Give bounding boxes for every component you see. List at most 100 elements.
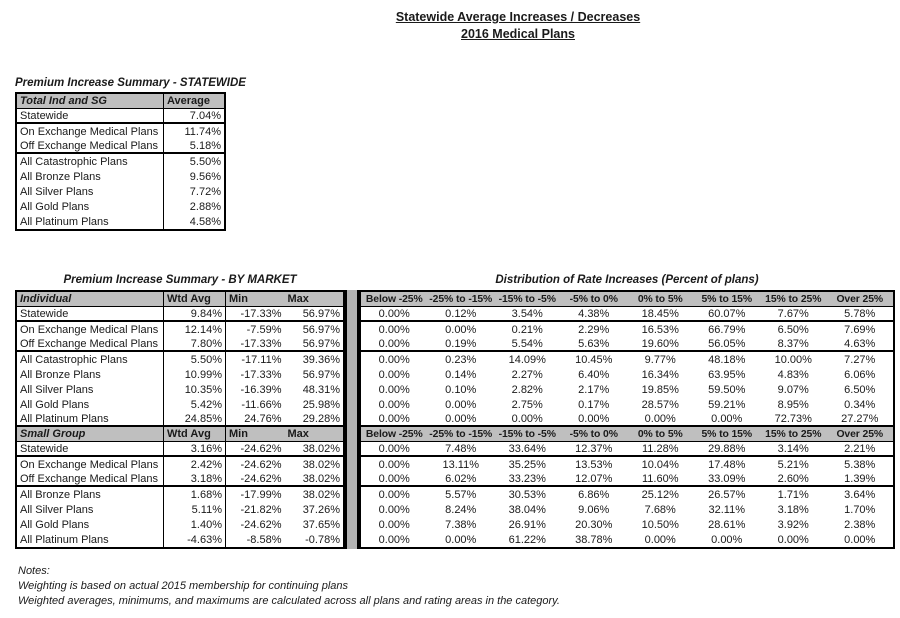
dist-value-cell: 63.95% <box>708 368 746 381</box>
row-value-cell: 7.72% <box>163 184 224 199</box>
dist-value-cell: 11.60% <box>642 472 679 485</box>
dist-value-cell: 4.83% <box>777 368 809 381</box>
max-cell: 38.02% <box>302 458 340 471</box>
dist-value-cell: 2.82% <box>511 383 543 396</box>
dist-value-cell: 0.00% <box>378 472 410 485</box>
wtd-avg-cell: 3.16% <box>163 442 225 455</box>
dist-data-row: 0.00% 0.00% 0.00% 0.00% 0.00% 0.00% 72.73% 27.2… <box>361 412 893 427</box>
max-cell: 56.97% <box>302 323 340 336</box>
row-value-cell: 9.56% <box>163 169 224 184</box>
notes-heading: Notes: <box>18 565 50 577</box>
dist-value-cell: 2.60% <box>777 472 809 485</box>
label-cell: On Exchange Medical Plans <box>20 323 159 336</box>
dist-value-cell: 0.23% <box>445 353 477 366</box>
statewide-summary-table: Total Ind and SG Average Statewide 7.04% On … <box>15 92 226 231</box>
min-max-cell: -17.33% 56.97% <box>225 337 343 350</box>
dist-value-cell: 7.67% <box>777 307 809 320</box>
table-divider-bar <box>345 290 359 549</box>
dist-value-cell: 38.78% <box>575 533 613 546</box>
row-value-cell: 7.04% <box>163 109 224 122</box>
dist-value-cell: 0.00% <box>378 518 410 531</box>
dist-data-row: 0.00% 0.00% 2.75% 0.17% 28.57% 59.21% 8.95% 0.3… <box>361 397 893 412</box>
min-max-header-cell: Min Max <box>225 292 343 306</box>
dist-value-cell: 1.71% <box>777 488 809 501</box>
dist-value-cell: 4.38% <box>578 307 610 320</box>
table-row: Statewide 7.04% <box>17 109 224 124</box>
dist-value-cell: 0.00% <box>378 533 410 546</box>
table-row: Off Exchange Medical Plans 5.18% <box>17 139 224 154</box>
dist-header-cell: -5% to 0% <box>569 293 618 305</box>
dist-value-cell: 6.50% <box>844 383 876 396</box>
data-row: All Platinum Plans -4.63% -8.58% -0.78% <box>17 532 343 547</box>
min-header-label: Min <box>229 293 248 305</box>
dist-value-cell: 0.00% <box>378 323 410 336</box>
dist-value-cell: 8.37% <box>777 337 809 350</box>
dist-value-cell: 6.40% <box>578 368 610 381</box>
dist-data-row: 0.00% 5.57% 30.53% 6.86% 25.12% 26.57% 1.71% 3.… <box>361 487 893 502</box>
data-row: All Silver Plans 5.11% -21.82% 37.26% <box>17 502 343 517</box>
max-cell: 39.36% <box>302 353 340 366</box>
dist-value-cell: 0.00% <box>378 307 410 320</box>
row-label-cell: All Gold Plans <box>20 200 90 213</box>
data-row: All Platinum Plans 24.85% 24.76% 29.28% <box>17 412 343 427</box>
row-value-cell: 2.88% <box>163 199 224 214</box>
dist-value-cell: 33.23% <box>508 472 546 485</box>
table-header-row: Total Ind and SG Average <box>17 94 224 109</box>
dist-value-cell: 3.54% <box>511 307 543 320</box>
dist-value-cell: 8.95% <box>777 398 809 411</box>
data-row: Statewide 3.16% -24.62% 38.02% <box>17 442 343 457</box>
dist-value-cell: 60.07% <box>708 307 746 320</box>
dist-value-cell: 0.00% <box>378 503 410 516</box>
min-max-cell: -11.66% 25.98% <box>225 397 343 412</box>
dist-value-cell: 25.12% <box>641 488 679 501</box>
max-cell: 37.65% <box>302 518 340 531</box>
min-max-cell: -17.33% 56.97% <box>225 367 343 382</box>
label-cell: On Exchange Medical Plans <box>20 458 159 471</box>
dist-value-cell: 5.78% <box>844 307 876 320</box>
dist-value-cell: 33.09% <box>708 472 746 485</box>
dist-header-cell: 0% to 5% <box>637 428 683 440</box>
row-label-cell: All Platinum Plans <box>20 215 109 228</box>
dist-value-cell: 3.64% <box>844 488 876 501</box>
max-cell: 56.97% <box>302 307 340 320</box>
statewide-summary-title: Premium Increase Summary - STATEWIDE <box>15 77 246 89</box>
max-cell: 56.97% <box>302 337 340 350</box>
min-max-header-cell: Min Max <box>225 427 343 441</box>
dist-header-cell: 15% to 25% <box>765 428 822 440</box>
dist-value-cell: 0.17% <box>578 398 610 411</box>
dist-header-cell: -25% to -15% <box>429 428 493 440</box>
min-max-cell: -17.11% 39.36% <box>225 352 343 367</box>
dist-value-cell: 0.00% <box>378 488 410 501</box>
table-row: All Catastrophic Plans 5.50% <box>17 154 224 169</box>
dist-value-cell: 9.77% <box>644 353 676 366</box>
dist-data-row: 0.00% 8.24% 38.04% 9.06% 7.68% 32.11% 3.18% 1.7… <box>361 502 893 517</box>
dist-value-cell: 5.38% <box>844 458 876 471</box>
max-cell: 38.02% <box>302 472 340 485</box>
section-name-cell: Individual <box>20 293 72 305</box>
dist-value-cell: 2.17% <box>578 383 610 396</box>
dist-header-cell: 5% to 15% <box>701 293 753 305</box>
dist-value-cell: 10.50% <box>641 518 679 531</box>
dist-value-cell: 0.00% <box>511 412 543 425</box>
dist-value-cell: 19.60% <box>641 337 679 350</box>
dist-value-cell: 2.29% <box>578 323 610 336</box>
min-cell: -11.66% <box>241 398 282 411</box>
dist-value-cell: 26.91% <box>508 518 546 531</box>
dist-value-cell: 0.00% <box>445 412 477 425</box>
dist-value-cell: 35.25% <box>508 458 546 471</box>
label-cell: All Silver Plans <box>20 503 94 516</box>
dist-value-cell: 0.34% <box>844 398 876 411</box>
section-name-cell: Small Group <box>20 428 86 440</box>
dist-header-cell: -5% to 0% <box>569 428 618 440</box>
max-cell: 38.02% <box>302 488 340 501</box>
min-max-cell: -7.59% 56.97% <box>225 322 343 337</box>
min-cell: -7.59% <box>246 323 282 336</box>
label-cell: All Catastrophic Plans <box>20 353 128 366</box>
dist-header-cell: Below -25% <box>365 293 423 305</box>
dist-value-cell: 33.64% <box>508 442 546 455</box>
data-row: Off Exchange Medical Plans 3.18% -24.62% 38… <box>17 472 343 487</box>
document-title-line2: 2016 Medical Plans <box>461 27 575 41</box>
dist-value-cell: 17.48% <box>708 458 746 471</box>
data-row: On Exchange Medical Plans 12.14% -7.59% 56.… <box>17 322 343 337</box>
dist-value-cell: 5.57% <box>445 488 477 501</box>
